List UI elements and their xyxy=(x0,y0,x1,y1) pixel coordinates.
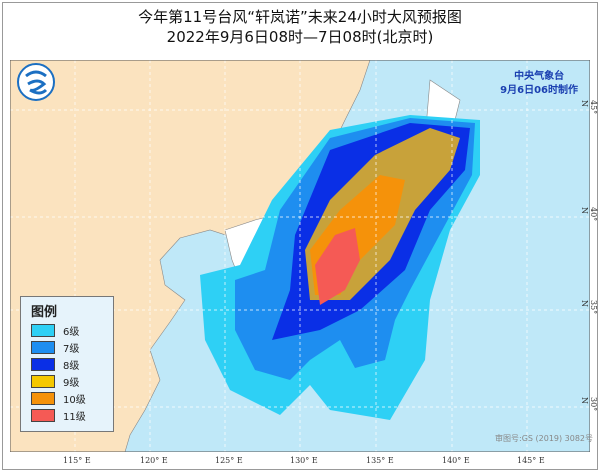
lon-label: 115° E xyxy=(63,456,91,465)
lon-label: 120° E xyxy=(140,456,168,465)
legend-item: 8级 xyxy=(31,356,113,373)
lat-label: 45° N xyxy=(580,100,598,115)
legend-item: 10级 xyxy=(31,390,113,407)
legend-swatch xyxy=(31,392,55,405)
legend-swatch xyxy=(31,341,55,354)
issue-time: 9月6日06时制作 xyxy=(500,85,578,96)
zone-11 xyxy=(315,228,360,305)
legend-item: 11级 xyxy=(31,407,113,424)
lon-label: 125° E xyxy=(215,456,243,465)
lon-label: 145° E xyxy=(517,456,545,465)
legend-label: 10级 xyxy=(63,395,86,406)
legend-label: 11级 xyxy=(63,412,86,423)
legend-label: 9级 xyxy=(63,378,80,389)
map-approval-number: 审图号:GS (2019) 3082号 xyxy=(495,434,594,443)
legend-label: 6级 xyxy=(63,327,80,338)
legend-item: 6级 xyxy=(31,322,113,339)
legend-item: 9级 xyxy=(31,373,113,390)
legend-swatch xyxy=(31,409,55,422)
cma-logo xyxy=(17,63,55,101)
lon-label: 130° E xyxy=(290,456,318,465)
agency-box: 中央气象台 9月6日06时制作 xyxy=(500,70,578,98)
legend-swatch xyxy=(31,324,55,337)
legend: 图例 6级 7级 8级 9级 10级 11级 xyxy=(20,296,114,432)
lon-label: 140° E xyxy=(442,456,470,465)
agency-name: 中央气象台 xyxy=(514,71,565,82)
legend-swatch xyxy=(31,358,55,371)
legend-item: 7级 xyxy=(31,339,113,356)
lat-label: 35° N xyxy=(580,300,598,315)
legend-title: 图例 xyxy=(31,305,58,320)
legend-label: 8级 xyxy=(63,361,80,372)
legend-swatch xyxy=(31,375,55,388)
legend-label: 7级 xyxy=(63,344,80,355)
lon-label: 135° E xyxy=(366,456,394,465)
wind-zones xyxy=(200,115,480,420)
lat-label: 40° N xyxy=(580,207,598,222)
lat-label: 30° N xyxy=(580,397,598,412)
map-title: 今年第11号台风“轩岚诺”未来24小时大风预报图 xyxy=(138,8,462,26)
map-subtitle: 2022年9月6日08时—7日08时(北京时) xyxy=(166,28,434,46)
